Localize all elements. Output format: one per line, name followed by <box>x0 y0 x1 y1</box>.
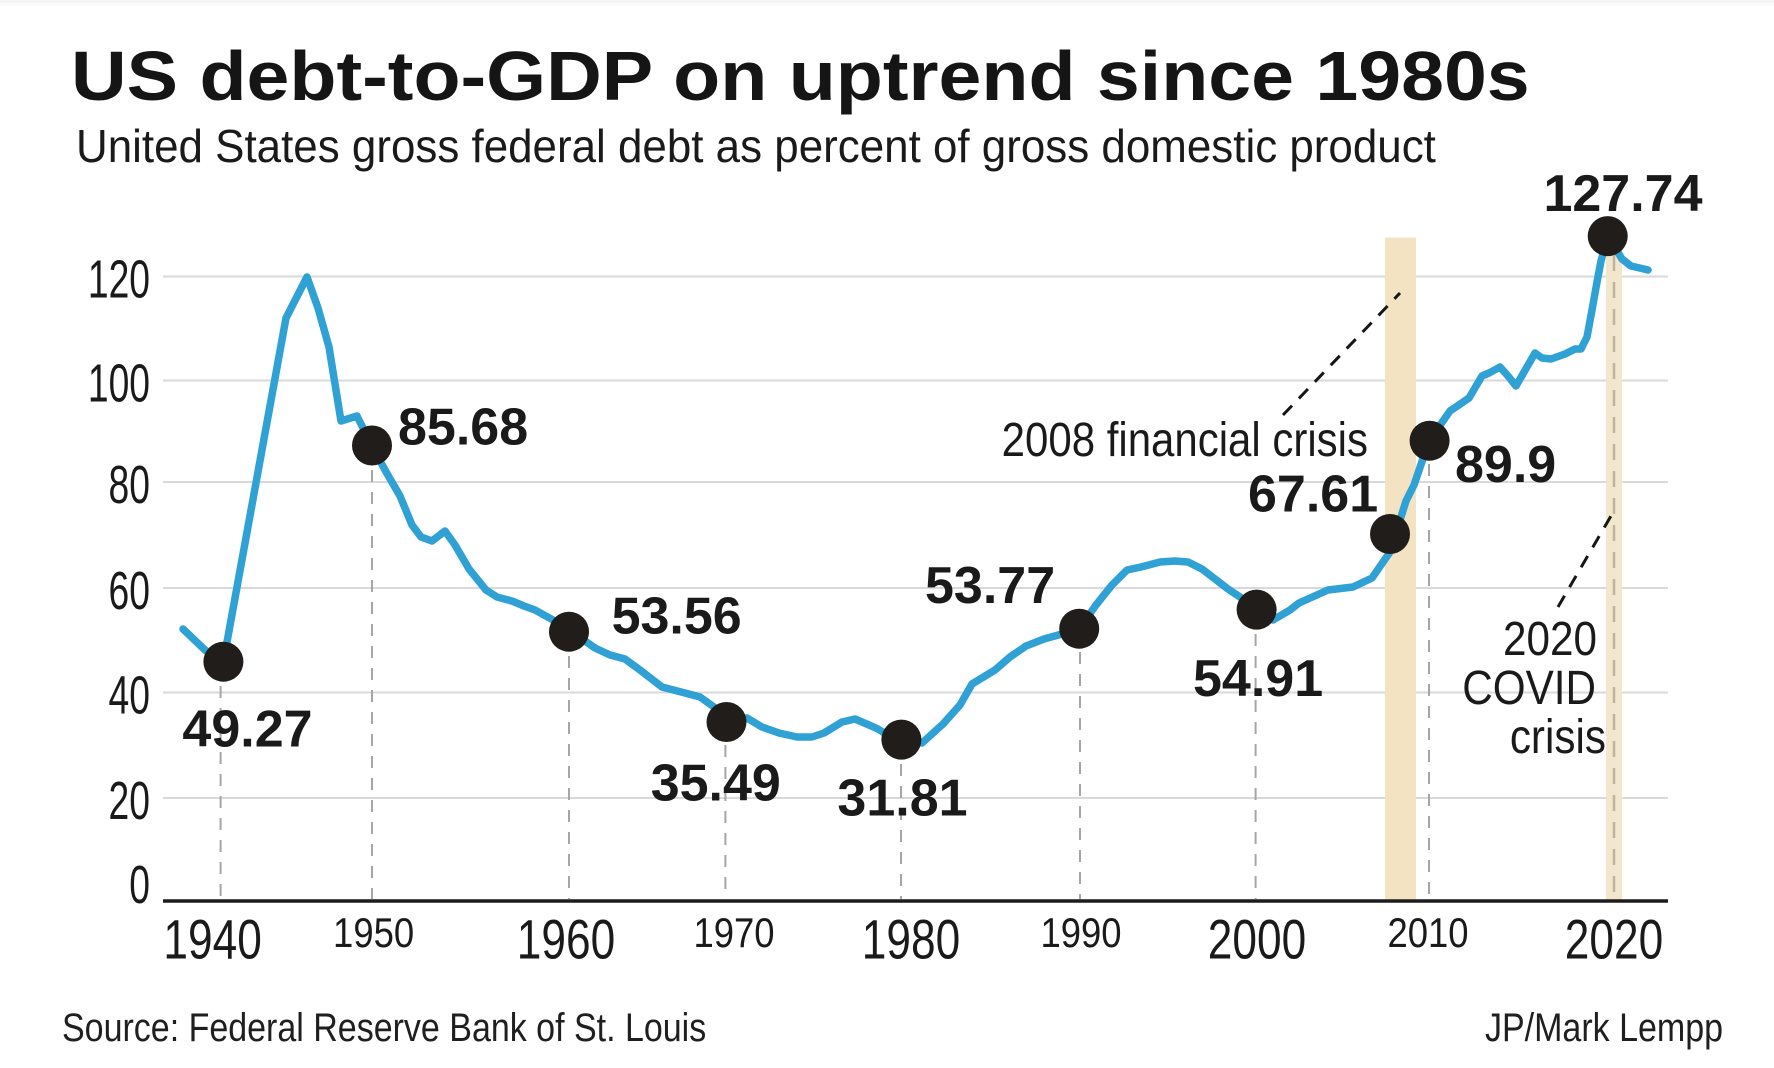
svg-text:1950: 1950 <box>333 910 414 957</box>
svg-text:60: 60 <box>109 560 150 621</box>
svg-text:1980: 1980 <box>862 907 960 970</box>
svg-text:United States gross federal de: United States gross federal debt as perc… <box>76 120 1436 172</box>
svg-text:Source: Federal Reserve Bank o: Source: Federal Reserve Bank of St. Loui… <box>62 1004 706 1049</box>
svg-text:40: 40 <box>109 665 150 726</box>
svg-text:89.9: 89.9 <box>1455 436 1556 494</box>
svg-text:54.91: 54.91 <box>1193 650 1323 708</box>
svg-text:2010: 2010 <box>1387 910 1468 957</box>
svg-text:67.61: 67.61 <box>1248 466 1378 524</box>
svg-text:1970: 1970 <box>693 910 774 957</box>
svg-text:85.68: 85.68 <box>398 399 528 457</box>
svg-text:COVID: COVID <box>1462 660 1596 714</box>
svg-text:127.74: 127.74 <box>1543 165 1702 223</box>
svg-text:80: 80 <box>109 454 150 515</box>
svg-text:49.27: 49.27 <box>182 701 312 759</box>
svg-text:2008 financial crisis: 2008 financial crisis <box>1002 412 1368 466</box>
svg-text:2000: 2000 <box>1208 907 1306 970</box>
svg-text:1940: 1940 <box>163 907 261 970</box>
svg-text:53.56: 53.56 <box>612 588 742 646</box>
svg-text:1960: 1960 <box>517 907 615 970</box>
svg-text:2020: 2020 <box>1565 907 1663 970</box>
svg-text:120: 120 <box>88 249 150 310</box>
svg-text:JP/Mark Lempp: JP/Mark Lempp <box>1485 1004 1723 1049</box>
svg-text:2020: 2020 <box>1503 611 1597 665</box>
svg-text:1990: 1990 <box>1040 910 1121 957</box>
svg-text:US debt-to-GDP on uptrend sinc: US debt-to-GDP on uptrend since 1980s <box>71 36 1530 115</box>
svg-text:100: 100 <box>88 353 150 414</box>
svg-text:53.77: 53.77 <box>925 557 1055 615</box>
svg-text:0: 0 <box>129 854 150 915</box>
svg-text:20: 20 <box>109 770 150 831</box>
svg-text:31.81: 31.81 <box>837 770 967 828</box>
svg-text:crisis: crisis <box>1510 709 1606 763</box>
svg-text:35.49: 35.49 <box>651 754 781 812</box>
